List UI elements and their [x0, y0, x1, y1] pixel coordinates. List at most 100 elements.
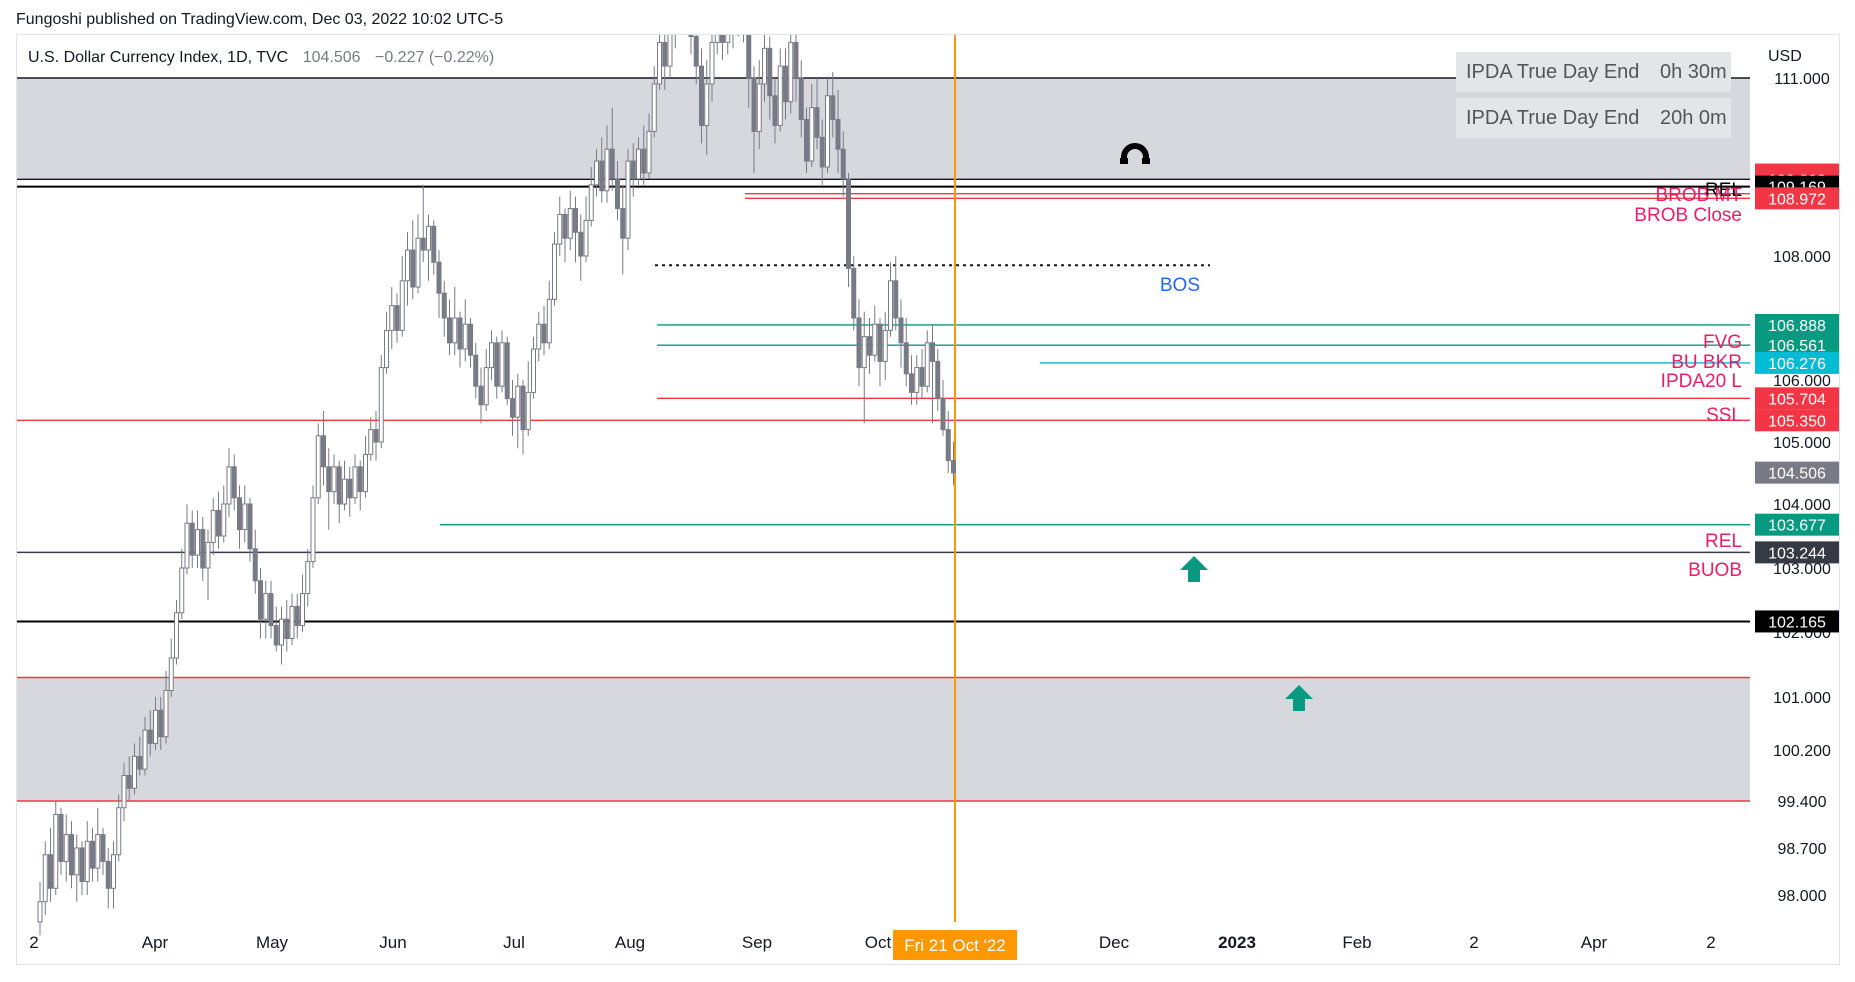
- candle-body: [888, 280, 893, 331]
- candle-body: [478, 385, 484, 406]
- candle: [441, 280, 447, 337]
- candle-body: [389, 305, 395, 331]
- candle: [630, 143, 636, 197]
- x-tick-label: Dec: [1099, 933, 1130, 952]
- candle: [357, 460, 363, 511]
- candle: [536, 311, 542, 362]
- candle-body: [447, 317, 452, 344]
- candle: [384, 311, 389, 374]
- candle: [399, 256, 405, 337]
- candle: [515, 373, 521, 449]
- x-tick-label: May: [256, 933, 289, 952]
- candle-body: [940, 398, 946, 431]
- candle-body: [179, 567, 185, 614]
- candle-body: [331, 466, 337, 493]
- last-price: 104.506: [302, 49, 361, 66]
- chart-label: BU BKR: [1671, 352, 1742, 373]
- candle-body: [541, 323, 547, 344]
- candle-body: [153, 709, 158, 744]
- candle: [903, 318, 909, 387]
- candle-body: [394, 305, 400, 331]
- candle-body: [100, 834, 106, 862]
- candle: [158, 697, 164, 750]
- candle-body: [856, 317, 862, 369]
- candle: [300, 574, 305, 632]
- candle: [53, 801, 59, 895]
- candle: [620, 184, 626, 275]
- candle: [168, 638, 174, 697]
- candle: [210, 497, 216, 556]
- candle: [184, 504, 190, 575]
- candle: [594, 149, 599, 197]
- candle: [126, 756, 132, 801]
- candle: [284, 600, 290, 652]
- candle-body: [709, 41, 715, 85]
- magnet-pole-left: [1120, 158, 1128, 164]
- candle-body: [914, 367, 920, 393]
- candle: [767, 36, 773, 120]
- candle: [478, 367, 484, 424]
- candle-body: [347, 478, 353, 499]
- candle: [924, 330, 930, 393]
- chart-label: REL: [1705, 180, 1742, 201]
- candle: [909, 355, 914, 405]
- candle-body: [767, 47, 773, 97]
- chart-label: BROB MT: [1655, 185, 1742, 206]
- candle-body: [436, 261, 442, 294]
- candle-body: [226, 466, 232, 505]
- candle: [116, 794, 122, 862]
- candle-body: [415, 237, 421, 288]
- candle: [394, 293, 400, 343]
- candle-body: [289, 605, 295, 640]
- candle: [153, 697, 158, 750]
- candle: [552, 232, 557, 306]
- candle-body: [793, 41, 799, 79]
- candle: [431, 220, 437, 275]
- candle: [783, 48, 788, 120]
- candle-body: [121, 775, 127, 809]
- candle-body: [168, 657, 174, 691]
- candle-body: [48, 854, 53, 889]
- candle: [578, 214, 584, 281]
- candle: [914, 355, 920, 405]
- candle-body: [483, 367, 489, 406]
- candle-body: [825, 95, 830, 168]
- candle-body: [798, 77, 804, 121]
- candle: [945, 411, 951, 473]
- candle: [762, 30, 767, 102]
- candle-body: [357, 466, 363, 493]
- price-change: −0.227 (−0.22%): [374, 49, 495, 66]
- candle-body: [510, 398, 515, 418]
- candle-body: [300, 593, 305, 627]
- candle: [699, 48, 704, 144]
- candle-body: [846, 178, 851, 269]
- candle-body: [588, 184, 594, 221]
- candle-body: [279, 618, 284, 646]
- candle-body: [405, 249, 410, 282]
- candle-body: [195, 529, 200, 556]
- candle: [268, 580, 274, 639]
- candle: [305, 548, 311, 607]
- price-badge-bg: [1755, 187, 1840, 210]
- candle: [189, 510, 195, 568]
- candle-body: [620, 208, 626, 239]
- symbol-legend[interactable]: U.S. Dollar Currency Index, 1D, TVC 104.…: [28, 49, 494, 67]
- candle-body: [536, 323, 542, 350]
- candle-body: [384, 329, 389, 369]
- chart-label: BROB Close: [1634, 205, 1742, 226]
- candle: [804, 107, 809, 173]
- candle-body: [772, 95, 778, 126]
- candle: [882, 311, 888, 380]
- candle: [562, 208, 568, 263]
- candle: [373, 411, 379, 461]
- candle: [951, 442, 956, 486]
- candle-body: [693, 35, 699, 67]
- candle: [814, 78, 820, 150]
- candle-body: [494, 342, 500, 387]
- price-badge-text: 102.165: [1768, 614, 1826, 631]
- price-badge-text: 104.506: [1768, 466, 1826, 483]
- candle-body: [231, 466, 237, 499]
- axis-layer: 111.000 108.000 106.000 105.000 104.000 103.0…: [29, 71, 1840, 960]
- candle: [105, 848, 111, 909]
